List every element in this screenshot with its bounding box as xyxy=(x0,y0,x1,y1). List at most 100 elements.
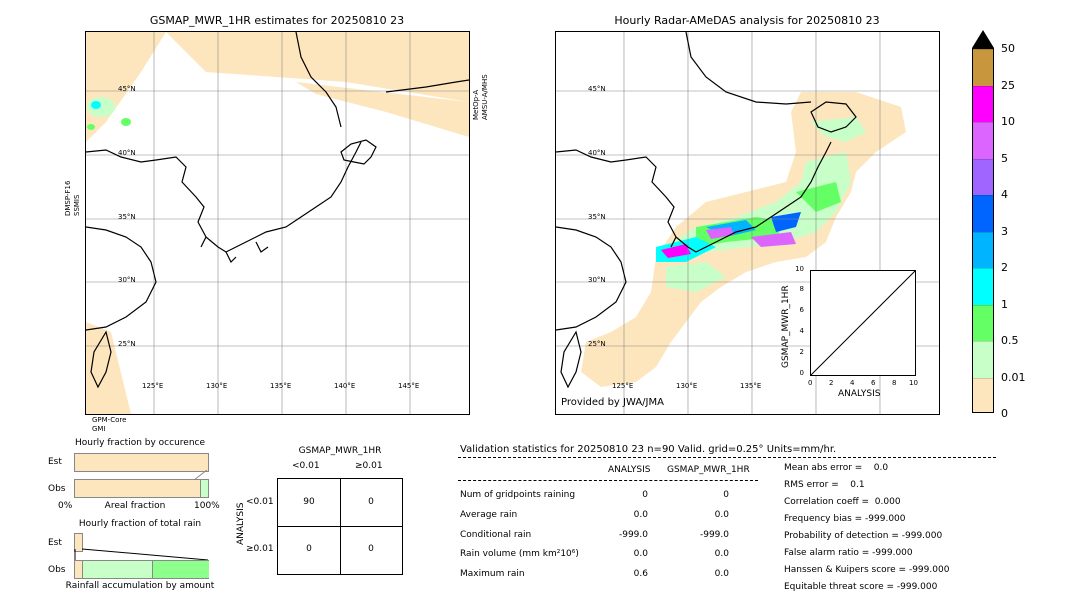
colorbar-cell xyxy=(973,122,993,160)
score-line: Frequency bias = -999.000 xyxy=(784,514,906,524)
validation-row-gsmap: 0 xyxy=(723,490,729,500)
score-line: Hanssen & Kuipers score = -999.000 xyxy=(784,565,950,575)
colorbar-label: 4 xyxy=(1001,188,1008,201)
fraction-total-est-label: Est xyxy=(48,538,62,548)
fraction-occ-est-label: Est xyxy=(48,457,62,467)
score-line: False alarm ratio = -999.000 xyxy=(784,548,913,558)
inset-xtick: 2 xyxy=(829,379,834,387)
lat-label: 40°N xyxy=(588,149,606,157)
fraction-occ-obs-fill xyxy=(200,480,208,497)
fraction-occ-est-bar xyxy=(74,453,209,472)
colorbar-label: 1 xyxy=(1001,297,1008,311)
lon-label: 125°E xyxy=(142,382,164,390)
inset-ytick: 2 xyxy=(799,348,804,356)
validation-row-gsmap: -999.0 xyxy=(699,530,729,540)
sensor-right-label: MetOp-A AMSU-A/MHS xyxy=(472,74,489,120)
contingency-cell: 0 xyxy=(368,497,374,507)
lon-label: 130°E xyxy=(206,382,228,390)
left-map-canvas xyxy=(86,32,469,414)
validation-row-analysis: 0.0 xyxy=(633,510,648,520)
validation-row-analysis: 0.6 xyxy=(633,569,648,579)
colorbar-label: 3 xyxy=(1001,224,1008,238)
validation-row-analysis: -999.0 xyxy=(618,530,648,540)
score-line: RMS error = 0.1 xyxy=(784,480,865,490)
colorbar-cell xyxy=(973,377,993,412)
inset-ytick: 0 xyxy=(799,369,804,377)
lat-label: 40°N xyxy=(118,149,136,157)
lat-label: 45°N xyxy=(118,85,136,93)
colorbar-cell xyxy=(973,268,993,306)
colorbar-cell xyxy=(973,304,993,342)
diagonal-line xyxy=(810,270,916,376)
inset-ylabel: GSMAP_MWR_1HR xyxy=(781,285,791,368)
validation-row-analysis: 0 xyxy=(642,490,648,500)
colorbar-label: 5 xyxy=(1001,151,1008,165)
contingency-col-header: ≥0.01 xyxy=(355,461,383,471)
validation-col-analysis: ANALYSIS xyxy=(608,465,651,475)
fraction-total-obs-seg-light xyxy=(82,561,153,578)
inset-scatter xyxy=(810,270,916,376)
colorbar-label: 25 xyxy=(1001,78,1015,92)
lat-label: 35°N xyxy=(118,213,136,221)
right-map-title: Hourly Radar-AMeDAS analysis for 2025081… xyxy=(614,14,880,27)
contingency-row-header: <0.01 xyxy=(246,497,274,507)
fraction-total-connector xyxy=(74,548,209,561)
fraction-occ-obs-label: Obs xyxy=(48,484,66,494)
contingency-table: 90 0 0 0 xyxy=(277,478,403,575)
colorbar-label: 2 xyxy=(1001,261,1008,274)
sensor-left-label: DMSP-F16 SSMIS xyxy=(64,180,81,216)
validation-row-label: Average rain xyxy=(460,510,518,520)
validation-row-label: Maximum rain xyxy=(460,569,525,579)
validation-row-label: Num of gridpoints raining xyxy=(460,490,576,500)
fraction-total-title: Hourly fraction of total rain xyxy=(78,519,202,529)
swath-bottom-left xyxy=(86,322,131,414)
validation-col-divider xyxy=(458,480,758,481)
colorbar-cell xyxy=(973,341,993,379)
validation-row-gsmap: 0.0 xyxy=(714,549,729,559)
colorbar-label: 10 xyxy=(1001,115,1015,128)
left-map xyxy=(85,31,470,415)
colorbar-cell xyxy=(973,195,993,233)
lat-label: 35°N xyxy=(588,213,606,221)
contingency-row-header: ≥0.01 xyxy=(246,544,274,554)
left-map-title: GSMAP_MWR_1HR estimates for 20250810 23 xyxy=(149,14,405,27)
colorbar xyxy=(972,30,994,414)
validation-row-label: Conditional rain xyxy=(460,530,532,540)
validation-row-gsmap: 0.0 xyxy=(714,510,729,520)
colorbar-label: 0.5 xyxy=(1001,334,1019,347)
lat-label: 25°N xyxy=(118,340,136,348)
fraction-occ-xmin: 0% xyxy=(58,501,73,511)
score-line: Equitable threat score = -999.000 xyxy=(784,582,938,592)
lon-label: 130°E xyxy=(676,382,698,390)
inset-ytick: 10 xyxy=(795,265,804,273)
contingency-title: GSMAP_MWR_1HR xyxy=(298,446,382,456)
lon-label: 145°E xyxy=(398,382,420,390)
contingency-row-label: ANALYSIS xyxy=(236,502,246,545)
lat-label: 30°N xyxy=(588,276,606,284)
inset-xtick: 8 xyxy=(892,379,897,387)
validation-row-gsmap: 0.0 xyxy=(714,569,729,579)
validation-divider xyxy=(458,457,996,458)
colorbar-label: 50 xyxy=(1001,42,1015,55)
lon-label: 125°E xyxy=(612,382,634,390)
fraction-occ-xmax: 100% xyxy=(194,501,220,511)
colorbar-cell xyxy=(973,231,993,269)
sensor-bottom-label: GPM-Core GMI xyxy=(92,416,127,433)
lat-label: 30°N xyxy=(118,276,136,284)
validation-col-gsmap: GSMAP_MWR_1HR xyxy=(667,465,750,475)
inset-ytick: 6 xyxy=(799,306,804,314)
validation-row-label: Rain volume (mm km²10⁶) xyxy=(460,549,579,559)
lon-label: 140°E xyxy=(334,382,356,390)
contingency-cell: 0 xyxy=(368,544,374,554)
fraction-occ-xlabel: Areal fraction xyxy=(104,501,166,511)
inset-xlabel: ANALYSIS xyxy=(838,389,881,399)
colorbar-cell xyxy=(973,158,993,196)
credit-label: Provided by JWA/JMA xyxy=(561,397,664,408)
fraction-total-obs-seg-green xyxy=(152,561,209,578)
swath-top xyxy=(86,32,469,102)
colorbar-arrow xyxy=(972,30,994,48)
fraction-total-est-bar xyxy=(74,533,83,552)
inset-ytick: 4 xyxy=(799,327,804,335)
inset-xtick: 10 xyxy=(909,379,918,387)
fraction-total-xlabel: Rainfall accumulation by amount xyxy=(65,581,215,591)
